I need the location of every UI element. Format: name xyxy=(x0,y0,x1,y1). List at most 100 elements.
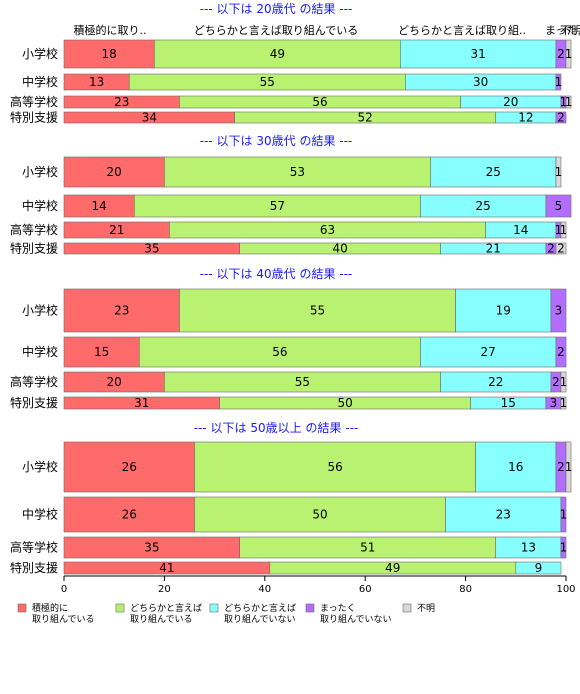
x-tick-label: 20 xyxy=(158,584,171,595)
legend-item: まったく取り組んでいない xyxy=(305,603,392,625)
legend-item: 積極的に取り組んでいる xyxy=(17,602,95,625)
data-label: 13 xyxy=(89,75,104,89)
bar-segment xyxy=(445,496,562,533)
bar-segment xyxy=(455,288,552,333)
x-tick-label: 0 xyxy=(61,584,67,595)
row-label: 高等学校 xyxy=(10,94,58,109)
bar-segment xyxy=(555,242,567,255)
data-label: 51 xyxy=(360,541,375,555)
bar-segment xyxy=(555,73,562,91)
bar-row: 小学校 26 56 16 2 1 xyxy=(22,441,572,493)
column-header-label: まった.. xyxy=(545,24,580,37)
data-label: 2 xyxy=(557,111,565,125)
x-tick-label: 40 xyxy=(258,584,271,595)
column-header-label: どちらかと言えば取り組.. xyxy=(398,24,526,37)
group-title: --- 以下は 30歳代 の結果 --- xyxy=(200,134,353,148)
data-label: 1 xyxy=(560,375,568,389)
bar-row: 高等学校 35 51 13 1 xyxy=(10,536,567,559)
data-label: 40 xyxy=(332,242,347,256)
data-label: 31 xyxy=(134,396,149,410)
x-tick-label: 80 xyxy=(459,584,472,595)
data-label: 15 xyxy=(501,396,516,410)
data-label: 30 xyxy=(473,75,488,89)
data-label: 63 xyxy=(320,223,335,237)
data-label: 3 xyxy=(555,304,563,318)
data-label: 23 xyxy=(496,508,511,522)
row-label: 特別支援 xyxy=(10,395,58,410)
bar-segment xyxy=(139,336,421,368)
bar-segment xyxy=(63,288,180,333)
bar-segment xyxy=(560,496,567,533)
row-label: 中学校 xyxy=(22,74,58,89)
data-label: 2 xyxy=(547,242,555,256)
data-label: 55 xyxy=(260,75,275,89)
row-label: 高等学校 xyxy=(10,222,58,237)
bar-segment xyxy=(430,156,557,188)
bar-segment xyxy=(555,336,567,368)
data-label: 52 xyxy=(358,111,373,125)
bar-segment xyxy=(400,39,557,69)
bar-row: 高等学校 23 56 20 11 xyxy=(10,94,572,109)
data-label: 49 xyxy=(270,47,285,61)
bar-segment xyxy=(63,441,195,493)
data-label: 31 xyxy=(471,47,486,61)
data-label: 1 xyxy=(555,165,563,179)
legend-label: どちらかと言えば取り組んでいる xyxy=(130,602,202,625)
column-header-labels: 積極的に取り.. どちらかと言えば取り組んでいる どちらかと言えば取り組.. まった.… xyxy=(74,23,580,37)
bar-segment xyxy=(560,371,567,393)
bar-segment xyxy=(154,39,401,69)
bar-row: 特別支援 34 52 12 2 xyxy=(10,110,567,125)
data-label: 55 xyxy=(310,304,325,318)
data-label: 20 xyxy=(107,375,122,389)
row-label: 特別支援 xyxy=(10,241,58,256)
column-header-label: どちらかと言えば取り組んでいる xyxy=(194,24,358,37)
data-label: 50 xyxy=(337,396,352,410)
bar-segment xyxy=(550,288,567,333)
bar-row: 特別支援 35 40 21 2 2 xyxy=(10,241,567,256)
data-label: 23 xyxy=(114,95,129,109)
data-label: 50 xyxy=(312,508,327,522)
legend: 積極的に取り組んでいる どちらかと言えば取り組んでいるどちらかと言えば取り組んでい… xyxy=(17,602,435,625)
column-header-label: 不明 xyxy=(560,24,580,37)
data-label: 21 xyxy=(486,242,501,256)
row-label: 小学校 xyxy=(22,459,58,474)
legend-item: どちらかと言えば取り組んでいる xyxy=(115,602,202,625)
data-label: 1 xyxy=(565,47,573,61)
data-label: 2 xyxy=(557,47,565,61)
data-label: 2 xyxy=(557,460,565,474)
data-label: 15 xyxy=(94,345,109,359)
data-label: 2 xyxy=(552,375,560,389)
bar-segment xyxy=(164,156,431,188)
group-title: --- 以下は 20歳代 の結果 --- xyxy=(200,2,353,16)
data-label: 1 xyxy=(560,95,568,109)
column-header-label: 積極的に取り.. xyxy=(74,23,147,37)
bar-segment xyxy=(420,336,557,368)
data-label: 19 xyxy=(496,304,511,318)
bar-segment xyxy=(545,194,572,218)
data-label: 55 xyxy=(295,375,310,389)
bar-segment xyxy=(63,39,155,69)
x-tick-label: 100 xyxy=(556,584,575,595)
data-label: 5 xyxy=(555,199,563,213)
data-label: 2 xyxy=(557,242,565,256)
data-label: 13 xyxy=(521,541,536,555)
legend-item: どちらかと言えば取り組んでいない xyxy=(209,602,296,625)
bar-segment xyxy=(515,561,562,575)
bar-row: 小学校 23 55 19 3 xyxy=(22,288,567,333)
data-label: 53 xyxy=(290,165,305,179)
bar-row: 特別支援 41 49 9 xyxy=(10,560,562,575)
data-label: 1 xyxy=(555,223,563,237)
legend-swatch xyxy=(17,603,27,613)
data-label: 12 xyxy=(518,111,533,125)
row-label: 高等学校 xyxy=(10,374,58,389)
x-axis: 0 20 40 60 80 100 xyxy=(61,575,576,595)
row-label: 小学校 xyxy=(22,46,58,61)
bar-row: 高等学校 21 63 14 11 xyxy=(10,221,567,239)
data-label: 56 xyxy=(312,95,327,109)
row-label: 中学校 xyxy=(22,344,58,359)
row-label: 小学校 xyxy=(22,303,58,318)
data-label: 26 xyxy=(122,508,137,522)
